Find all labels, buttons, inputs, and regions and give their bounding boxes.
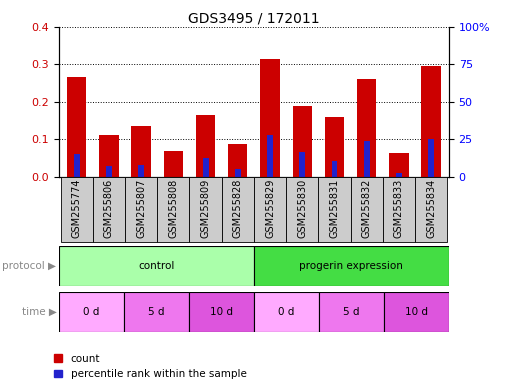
Text: GSM255832: GSM255832	[362, 179, 372, 238]
Bar	[203, 158, 208, 177]
Bar	[396, 173, 402, 177]
Text: GSM255831: GSM255831	[329, 179, 340, 238]
Text: progerin expression: progerin expression	[300, 261, 403, 271]
FancyBboxPatch shape	[61, 177, 93, 242]
Text: GSM255828: GSM255828	[233, 179, 243, 238]
FancyBboxPatch shape	[384, 292, 449, 332]
FancyBboxPatch shape	[254, 292, 319, 332]
Text: GSM255833: GSM255833	[394, 179, 404, 238]
Text: GSM255834: GSM255834	[426, 179, 436, 238]
Bar	[164, 151, 183, 177]
Legend: count, percentile rank within the sample: count, percentile rank within the sample	[54, 354, 246, 379]
FancyBboxPatch shape	[319, 177, 350, 242]
Title: GDS3495 / 172011: GDS3495 / 172011	[188, 12, 320, 26]
Bar	[325, 118, 344, 177]
Bar	[364, 141, 369, 177]
Bar	[357, 79, 377, 177]
Bar	[235, 169, 241, 177]
Bar	[131, 126, 151, 177]
FancyBboxPatch shape	[157, 177, 189, 242]
Bar	[228, 144, 247, 177]
Text: GSM255830: GSM255830	[297, 179, 307, 238]
Bar	[196, 115, 215, 177]
Text: GSM255807: GSM255807	[136, 179, 146, 238]
FancyBboxPatch shape	[222, 177, 254, 242]
FancyBboxPatch shape	[254, 177, 286, 242]
Text: GSM255809: GSM255809	[201, 179, 211, 238]
FancyBboxPatch shape	[59, 292, 124, 332]
FancyBboxPatch shape	[415, 177, 447, 242]
Bar	[74, 154, 80, 177]
Text: 0 d: 0 d	[278, 307, 294, 317]
FancyBboxPatch shape	[350, 177, 383, 242]
FancyBboxPatch shape	[93, 177, 125, 242]
FancyBboxPatch shape	[125, 177, 157, 242]
Bar	[292, 106, 312, 177]
Text: 5 d: 5 d	[343, 307, 360, 317]
Text: 0 d: 0 d	[83, 307, 100, 317]
Bar	[100, 135, 119, 177]
Text: 10 d: 10 d	[405, 307, 428, 317]
FancyBboxPatch shape	[383, 177, 415, 242]
FancyBboxPatch shape	[189, 177, 222, 242]
Bar	[106, 166, 112, 177]
Bar	[261, 59, 280, 177]
FancyBboxPatch shape	[124, 292, 189, 332]
Text: GSM255808: GSM255808	[168, 179, 179, 238]
FancyBboxPatch shape	[319, 292, 384, 332]
Bar	[67, 78, 86, 177]
FancyBboxPatch shape	[254, 246, 449, 286]
Bar	[422, 66, 441, 177]
Bar	[389, 154, 408, 177]
Bar	[300, 152, 305, 177]
Text: GSM255774: GSM255774	[72, 179, 82, 238]
Text: protocol ▶: protocol ▶	[3, 261, 56, 271]
Text: 10 d: 10 d	[210, 307, 233, 317]
Bar	[139, 165, 144, 177]
Bar	[428, 139, 434, 177]
FancyBboxPatch shape	[286, 177, 319, 242]
Text: 5 d: 5 d	[148, 307, 165, 317]
Text: GSM255806: GSM255806	[104, 179, 114, 238]
Bar	[331, 161, 338, 177]
Text: GSM255829: GSM255829	[265, 179, 275, 238]
FancyBboxPatch shape	[189, 292, 254, 332]
Bar	[267, 135, 273, 177]
Text: control: control	[139, 261, 174, 271]
Text: time ▶: time ▶	[22, 307, 56, 317]
FancyBboxPatch shape	[59, 246, 254, 286]
